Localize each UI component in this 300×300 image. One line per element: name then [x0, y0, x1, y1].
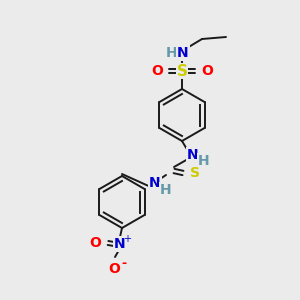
Text: +: + — [123, 234, 131, 244]
Text: O: O — [151, 64, 163, 78]
Text: H: H — [160, 183, 172, 197]
Text: S: S — [190, 166, 200, 180]
Text: N: N — [149, 176, 161, 190]
Text: O: O — [201, 64, 213, 78]
Text: O: O — [89, 236, 101, 250]
Text: O: O — [108, 262, 120, 276]
Text: H: H — [198, 154, 210, 168]
Text: N: N — [114, 237, 126, 251]
Text: N: N — [187, 148, 199, 162]
Text: -: - — [122, 257, 127, 271]
Text: N: N — [177, 46, 189, 60]
Text: H: H — [166, 46, 178, 60]
Text: S: S — [176, 64, 188, 79]
